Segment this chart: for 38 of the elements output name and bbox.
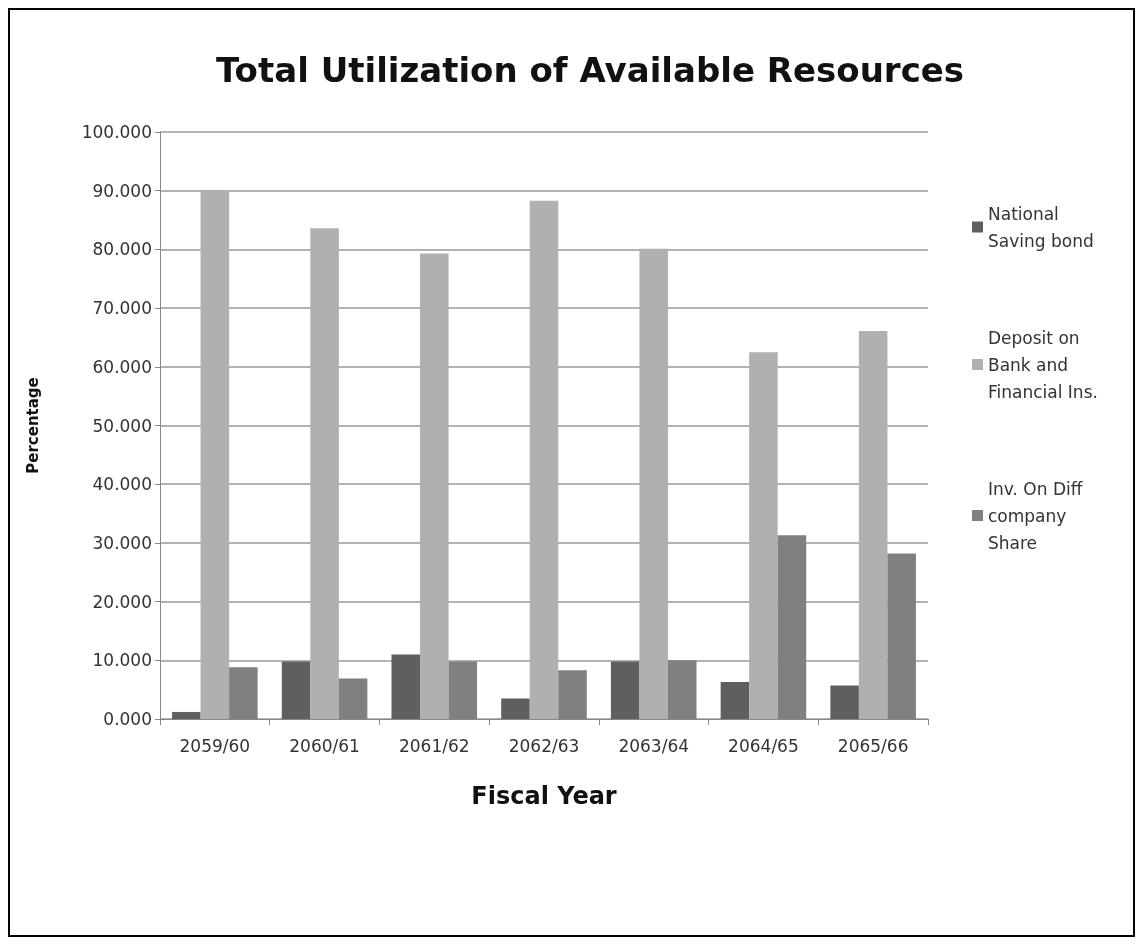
bar bbox=[720, 682, 750, 719]
legend-label: National Saving bond bbox=[988, 203, 1094, 251]
bar bbox=[749, 352, 778, 719]
chart-title: Total Utilization of Available Resources bbox=[215, 50, 965, 90]
x-tick-label: 2059/60 bbox=[179, 735, 251, 756]
y-tick-label: 100.000 bbox=[81, 122, 152, 142]
bar bbox=[610, 661, 640, 719]
legend-label: Inv. On Diff company Share bbox=[988, 478, 1088, 553]
y-axis-title: Percentage bbox=[23, 377, 42, 474]
y-tick-label: 30.000 bbox=[92, 532, 152, 553]
y-tick-label: 90.000 bbox=[92, 180, 152, 201]
bar bbox=[172, 711, 201, 719]
legend-label: Deposit on Bank and Financial Ins. bbox=[988, 327, 1098, 402]
bar bbox=[200, 190, 230, 719]
y-tick-label: 20.000 bbox=[92, 591, 152, 612]
bar bbox=[830, 685, 859, 719]
y-tick-label: 50.000 bbox=[92, 415, 152, 436]
bar bbox=[529, 200, 559, 719]
y-tick-label: 40.000 bbox=[92, 474, 152, 495]
bar bbox=[391, 654, 421, 719]
bar bbox=[639, 248, 668, 719]
x-tick-label: 2062/63 bbox=[508, 735, 580, 756]
y-tick-label: 60.000 bbox=[92, 356, 152, 377]
y-tick-label: 0.000 bbox=[103, 709, 152, 729]
x-tick-label: 2064/65 bbox=[728, 735, 799, 756]
y-tick-label: 80.000 bbox=[92, 239, 152, 260]
y-tick-label: 70.000 bbox=[92, 298, 152, 319]
y-tick-label: 10.000 bbox=[92, 650, 152, 671]
x-tick-label: 2063/64 bbox=[618, 735, 690, 756]
bar bbox=[310, 228, 339, 719]
bar bbox=[420, 253, 449, 719]
bar bbox=[858, 330, 888, 719]
x-tick-label: 2060/61 bbox=[289, 735, 360, 756]
x-axis-title: Fiscal Year bbox=[471, 782, 617, 810]
bar bbox=[501, 698, 530, 719]
x-tick-label: 2061/62 bbox=[398, 735, 470, 756]
bar bbox=[281, 661, 311, 719]
x-tick-label: 2065/66 bbox=[837, 735, 909, 756]
